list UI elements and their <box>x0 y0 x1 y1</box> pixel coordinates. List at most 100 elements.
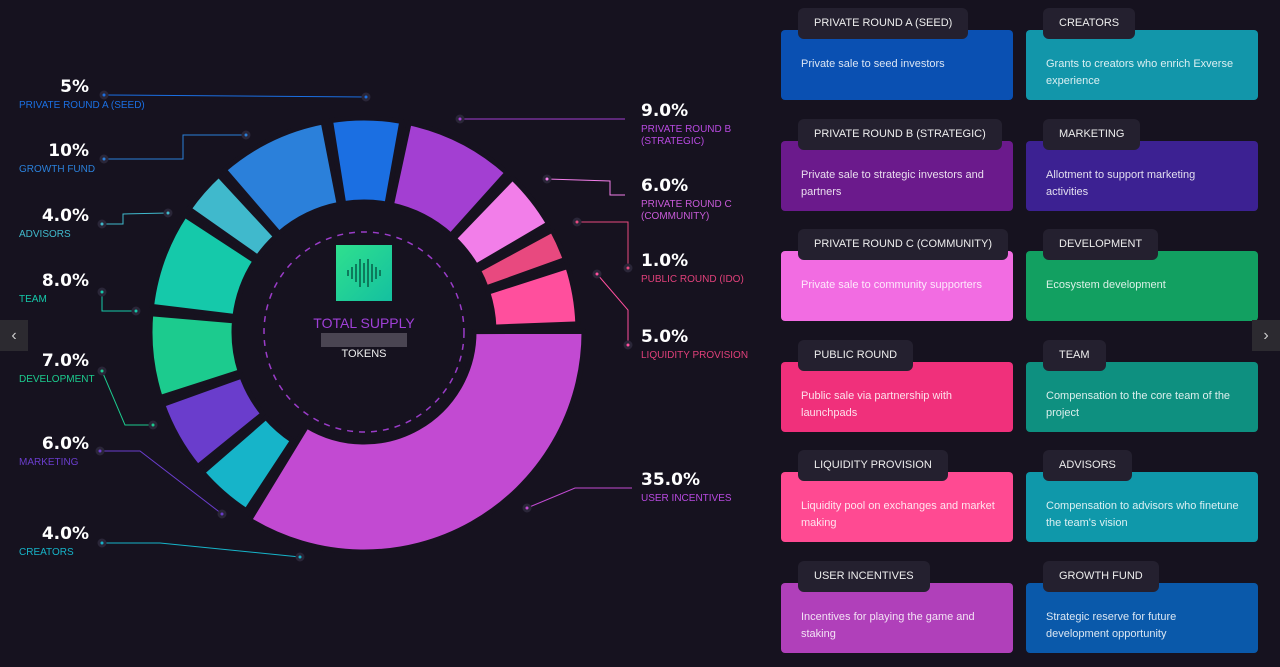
segment-name: PRIVATE ROUND B (STRATEGIC) <box>641 124 732 147</box>
callout-dot <box>542 174 552 184</box>
allocation-card[interactable]: Strategic reserve for future development… <box>1026 583 1258 653</box>
callout-dot <box>295 552 305 562</box>
token-donut-chart <box>95 90 633 562</box>
donut-segment-liquidity-provision <box>485 263 581 330</box>
callout-dot <box>522 503 532 513</box>
donut-segment-public-round-ido <box>475 227 568 291</box>
segment-name: GROWTH FUND <box>19 164 96 175</box>
callout-dot <box>97 366 107 376</box>
segment-percent: 5% <box>60 77 89 97</box>
card-tab: MARKETING <box>1043 118 1141 150</box>
segment-percent: 9.0% <box>641 101 689 121</box>
callout-dot <box>148 420 158 430</box>
card-tab: GROWTH FUND <box>1043 561 1159 592</box>
allocation-card[interactable]: Grants to creators who enrich Exverse ex… <box>1026 30 1258 100</box>
callout-dot <box>623 340 633 350</box>
allocation-card[interactable]: Private sale to community supporters <box>781 251 1013 322</box>
callout-dot <box>97 219 107 229</box>
card-description: Liquidity pool on exchanges and market m… <box>801 500 995 530</box>
callout-dot <box>99 90 109 100</box>
card-description: Public sale via partnership with launchp… <box>801 389 953 419</box>
allocation-card[interactable]: Ecosystem development <box>1026 251 1258 322</box>
callout-dot <box>592 269 602 279</box>
segment-percent: 1.0% <box>641 251 689 271</box>
donut-segment-growth-fund <box>221 119 342 237</box>
card-description: Incentives for playing the game and stak… <box>801 611 975 640</box>
callout-dot <box>99 154 109 164</box>
allocation-card[interactable]: Public sale via partnership with launchp… <box>781 361 1013 432</box>
card-description: Allotment to support marketing activitie… <box>1046 168 1196 198</box>
segment-label: 8.0% TEAM <box>19 271 89 306</box>
segment-name: LIQUIDITY PROVISION <box>641 350 749 361</box>
segment-percent: 5.0% <box>641 327 689 347</box>
callout-dot <box>163 208 173 218</box>
donut-segment-private-round-c-community <box>451 175 552 269</box>
allocation-card[interactable]: Private sale to strategic investors and … <box>781 140 1013 211</box>
next-arrow-button[interactable]: › <box>1252 320 1280 351</box>
callout-line <box>596 273 629 345</box>
callout-line <box>526 487 632 509</box>
card-description: Private sale to strategic investors and … <box>801 168 984 198</box>
total-supply-title: TOTAL SUPPLY <box>313 315 415 331</box>
segment-name: PRIVATE ROUND C (COMMUNITY) <box>641 199 732 222</box>
callout-line <box>546 178 625 196</box>
card-description: Ecosystem development <box>1046 279 1166 292</box>
allocation-card[interactable]: Compensation to advisors who finetune th… <box>1026 472 1258 543</box>
segment-label: 4.0% CREATORS <box>19 524 89 559</box>
allocation-card[interactable]: Incentives for playing the game and stak… <box>781 583 1013 653</box>
callout-dot <box>455 114 465 124</box>
callout-dot <box>572 217 582 227</box>
card-tab: DEVELOPMENT <box>1043 229 1159 261</box>
segment-label: 1.0% PUBLIC ROUND (IDO) <box>641 251 751 286</box>
donut-segment-creators <box>199 414 296 514</box>
callout-dot <box>241 130 251 140</box>
callout-line <box>102 212 169 225</box>
callout-dot <box>361 92 371 102</box>
segment-name: PRIVATE ROUND A (SEED) <box>19 100 145 111</box>
card-tab: USER INCENTIVES <box>798 561 930 592</box>
segment-label: 6.0% PRIVATE ROUND C (COMMUNITY) <box>641 176 751 223</box>
card-tab: CREATORS <box>1043 8 1136 39</box>
card-description: Compensation to the core team of the pro… <box>1046 389 1231 419</box>
segment-percent: 8.0% <box>41 271 89 291</box>
segment-percent: 35.0% <box>641 470 700 490</box>
card-description: Private sale to seed investors <box>801 58 945 70</box>
card-description: Private sale to community supporters <box>801 279 982 292</box>
segment-percent: 6.0% <box>41 434 89 454</box>
segment-name: PUBLIC ROUND (IDO) <box>641 274 744 285</box>
card-description: Compensation to advisors who finetune th… <box>1046 500 1239 530</box>
segment-name: CREATORS <box>19 547 74 558</box>
prev-arrow-button[interactable]: ‹ <box>0 320 28 351</box>
allocation-card[interactable]: Liquidity pool on exchanges and market m… <box>781 472 1013 543</box>
total-supply: TOTAL SUPPLY TOKENS <box>264 245 464 360</box>
allocation-card[interactable]: Allotment to support marketing activitie… <box>1026 140 1258 211</box>
segment-label: 10% GROWTH FUND <box>19 141 95 176</box>
donut-segment-private-round-b-strategic <box>388 120 510 238</box>
callout-dot <box>131 306 141 316</box>
allocation-card[interactable]: Private sale to seed investors <box>781 30 1013 100</box>
segment-label: 6.0% MARKETING <box>19 434 89 469</box>
tokens-unit: TOKENS <box>341 348 387 360</box>
callout-line <box>100 450 223 515</box>
allocation-card[interactable]: Compensation to the core team of the pro… <box>1026 361 1258 432</box>
segment-label: 35.0% USER INCENTIVES <box>641 470 751 505</box>
callout-line <box>102 542 301 558</box>
segment-label: 5.0% LIQUIDITY PROVISION <box>641 327 751 362</box>
segment-percent: 7.0% <box>41 351 89 371</box>
callout-line <box>101 370 153 426</box>
segment-name: ADVISORS <box>19 229 71 240</box>
callout-dot <box>97 538 107 548</box>
soundwave-logo-icon <box>336 245 392 301</box>
card-tab: PRIVATE ROUND A (SEED) <box>798 8 969 39</box>
callout-dot <box>623 263 633 273</box>
segment-name: TEAM <box>19 294 47 305</box>
segment-percent: 10% <box>48 141 89 161</box>
segment-name: USER INCENTIVES <box>641 493 732 504</box>
donut-segment-user-incentives <box>247 328 587 555</box>
card-description: Grants to creators who enrich Exverse ex… <box>1046 58 1234 87</box>
card-tab: PRIVATE ROUND C (COMMUNITY) <box>798 229 1009 261</box>
card-tab: TEAM <box>1043 339 1106 371</box>
callout-dot <box>97 287 107 297</box>
segment-percent: 4.0% <box>41 524 89 544</box>
segment-percent: 6.0% <box>641 176 689 196</box>
